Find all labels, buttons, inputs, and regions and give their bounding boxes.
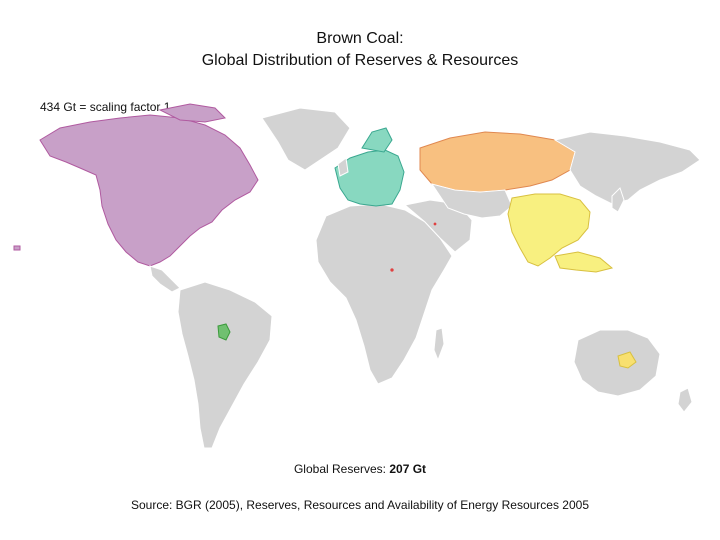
global-reserves-text: Global Reserves:	[293, 462, 390, 476]
north-america-region	[39, 114, 259, 267]
europe-region	[334, 149, 405, 207]
global-reserves-value: 207 Gt	[389, 462, 427, 476]
south-america-landmass	[177, 281, 273, 449]
madagascar	[433, 327, 445, 362]
greenland-landmass	[261, 107, 351, 171]
scandinavia	[361, 127, 393, 153]
japan-islands	[611, 187, 625, 213]
africa-highlight-dot	[390, 268, 394, 272]
new-zealand	[677, 387, 693, 413]
russia-region	[419, 131, 576, 193]
latin-america-region	[217, 323, 231, 341]
northeast-asia-landmass	[553, 131, 701, 205]
central-asia-landmass	[430, 183, 513, 219]
central-america	[149, 265, 181, 293]
asia-region	[507, 193, 591, 267]
middle-east-highlight-dot	[433, 222, 437, 226]
africa-landmass	[315, 203, 453, 385]
australia-region	[617, 351, 637, 369]
global-reserves-label: Global Reserves: 207 Gt	[0, 462, 720, 476]
map-title-line2: Global Distribution of Reserves & Resour…	[201, 52, 519, 69]
map-title-line1: Brown Coal:	[316, 30, 404, 47]
hawaii-islands	[13, 245, 21, 251]
scaling-factor-note: 434 Gt = scaling factor 1	[40, 100, 171, 114]
southeast-asia-islands	[554, 251, 614, 273]
arctic-islands	[158, 103, 227, 123]
australia-landmass	[573, 329, 661, 397]
uk-islands	[337, 157, 349, 177]
source-citation: Source: BGR (2005), Reserves, Resources …	[130, 498, 589, 512]
middle-east-landmass	[403, 199, 473, 253]
